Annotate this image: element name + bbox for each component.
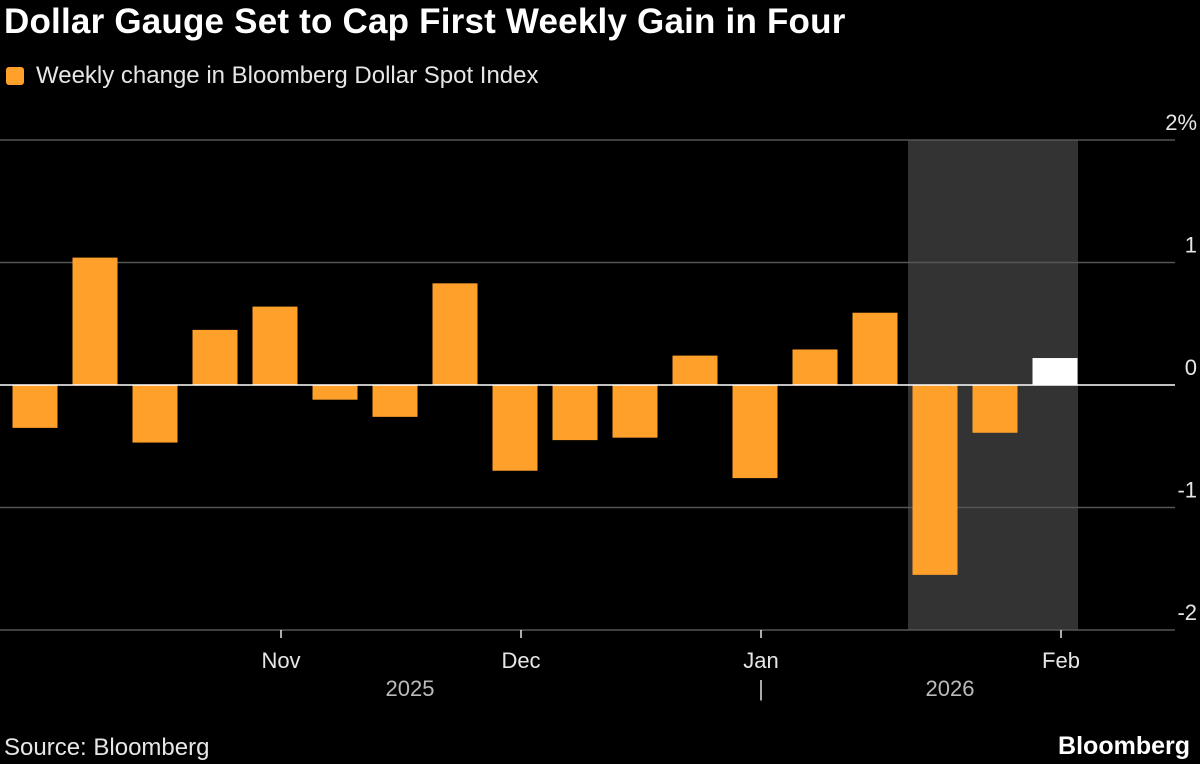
y-tick-label: -2	[1177, 600, 1197, 625]
bar	[912, 385, 958, 575]
source-note: Source: Bloomberg	[4, 734, 210, 761]
bar	[852, 312, 898, 385]
bar	[372, 385, 418, 417]
legend-label: Weekly change in Bloomberg Dollar Spot I…	[36, 62, 539, 89]
bar	[192, 329, 238, 385]
bar	[432, 283, 478, 385]
bar	[132, 385, 178, 443]
bar	[312, 385, 358, 400]
y-tick-label: 0	[1185, 355, 1197, 380]
bar	[972, 385, 1018, 433]
bar	[12, 385, 58, 428]
bloomberg-logo: Bloomberg	[1058, 732, 1190, 760]
x-tick-label: Dec	[501, 648, 540, 673]
bar	[612, 385, 658, 438]
year-label: 2025	[386, 676, 435, 701]
bar	[792, 349, 838, 385]
legend-swatch	[6, 67, 24, 85]
y-tick-label: 2%	[1165, 110, 1197, 135]
y-tick-label: 1	[1185, 233, 1197, 258]
bar-current-week	[1032, 358, 1078, 385]
x-tick-label: Feb	[1042, 648, 1080, 673]
bar	[552, 385, 598, 441]
x-tick-label: Nov	[261, 648, 300, 673]
bar	[72, 257, 118, 385]
year-label: 2026	[926, 676, 975, 701]
year-separator: |	[758, 676, 764, 701]
legend: Weekly change in Bloomberg Dollar Spot I…	[6, 60, 539, 92]
y-tick-label: -1	[1177, 478, 1197, 503]
bar	[732, 385, 778, 479]
chart-title: Dollar Gauge Set to Cap First Weekly Gai…	[4, 2, 846, 41]
bar	[672, 355, 718, 385]
bar	[252, 306, 298, 385]
bar	[492, 385, 538, 471]
x-tick-label: Jan	[743, 648, 778, 673]
